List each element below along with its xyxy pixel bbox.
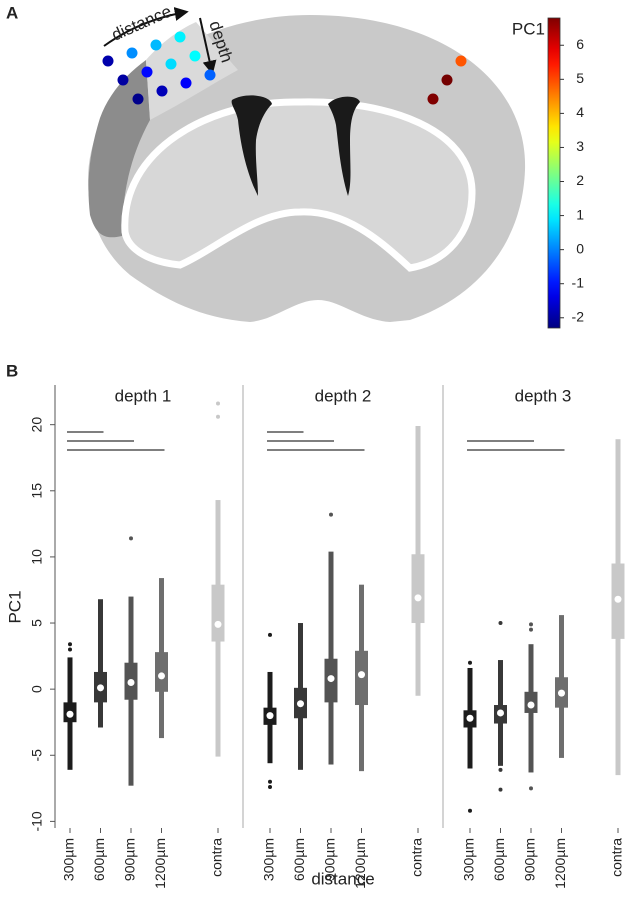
whisker <box>98 599 103 728</box>
recording-site <box>126 47 138 59</box>
y-tick-label: 5 <box>29 619 45 627</box>
box <box>411 554 425 624</box>
outlier <box>529 786 533 791</box>
recording-site <box>174 31 186 43</box>
median <box>527 701 535 709</box>
box <box>155 652 168 692</box>
recording-site <box>427 93 439 105</box>
median <box>558 689 565 697</box>
recording-site <box>204 69 216 81</box>
x-tick-label: 900µm <box>122 838 138 881</box>
x-tick-label: 1200µm <box>352 838 368 889</box>
outlier <box>529 627 533 632</box>
median <box>414 594 422 602</box>
y-tick-label: 0 <box>29 685 45 693</box>
outlier <box>129 536 133 541</box>
median <box>158 672 165 680</box>
y-tick-label: -5 <box>29 749 45 762</box>
colorbar-tick-label: -1 <box>572 274 585 290</box>
y-tick-label: 15 <box>29 483 45 499</box>
outlier <box>216 401 220 406</box>
outlier <box>268 785 272 790</box>
colorbar-tick-label: 2 <box>576 172 584 188</box>
recording-site <box>141 66 153 78</box>
facet-title: depth 2 <box>315 386 372 405</box>
colorbar-tick-label: -2 <box>572 308 585 324</box>
x-tick-label: 900µm <box>322 838 338 881</box>
outlier <box>216 414 220 419</box>
median <box>327 675 335 683</box>
colorbar-tick-label: 6 <box>576 36 584 52</box>
distance-annotation: distance <box>109 2 175 45</box>
x-tick-label: 300µm <box>61 838 77 881</box>
outlier <box>268 632 272 637</box>
brain-section <box>88 7 526 322</box>
outlier <box>498 787 503 792</box>
x-tick-label: 600µm <box>91 838 107 881</box>
median <box>358 671 365 679</box>
colorbar-title: PC1 <box>512 19 545 38</box>
facet-title: depth 1 <box>115 386 172 405</box>
median <box>214 620 222 628</box>
y-tick-label: -10 <box>29 811 45 831</box>
whisker <box>328 551 334 765</box>
median <box>97 684 104 692</box>
recording-site <box>117 74 129 86</box>
colorbar-tick-label: 4 <box>576 104 584 120</box>
panel-label: B <box>6 361 18 380</box>
outlier <box>268 779 272 784</box>
x-tick-label: 1200µm <box>152 838 168 889</box>
x-tick-label: 600µm <box>291 838 307 881</box>
x-tick-label: contra <box>409 838 425 877</box>
recording-site <box>441 74 453 86</box>
outlier <box>329 512 333 517</box>
recording-site <box>180 77 192 89</box>
recording-site <box>156 85 168 97</box>
x-tick-label: 900µm <box>522 838 538 881</box>
outlier <box>468 808 472 813</box>
x-axis-label: distance <box>311 869 374 888</box>
outlier <box>529 622 533 627</box>
y-axis-label: PC1 <box>5 590 24 623</box>
x-tick-label: contra <box>209 838 225 877</box>
facet-title: depth 3 <box>515 386 572 405</box>
median <box>466 714 474 722</box>
recording-site <box>455 55 467 67</box>
outlier <box>498 621 503 626</box>
colorbar-tick-label: 0 <box>576 240 584 256</box>
box <box>211 584 225 642</box>
recording-site <box>150 39 162 51</box>
outlier <box>68 642 72 647</box>
y-tick-label: 20 <box>29 417 45 433</box>
outlier <box>498 767 503 772</box>
colorbar-tick-label: 3 <box>576 138 584 154</box>
recording-site <box>132 93 144 105</box>
median <box>127 679 135 687</box>
x-tick-label: contra <box>609 838 625 877</box>
y-tick-label: 10 <box>29 549 45 565</box>
median <box>266 712 274 720</box>
colorbar-tick-label: 1 <box>576 206 584 222</box>
x-tick-label: 1200µm <box>552 838 568 889</box>
colorbar-tick-label: 5 <box>576 70 584 86</box>
outlier <box>468 660 472 665</box>
outlier <box>68 647 72 652</box>
median <box>614 595 622 603</box>
recording-site <box>102 55 114 67</box>
median <box>297 700 304 708</box>
x-tick-label: 300µm <box>261 838 277 881</box>
recording-site <box>189 50 201 62</box>
median <box>497 709 504 717</box>
x-tick-label: 600µm <box>491 838 507 881</box>
panel-label: A <box>6 3 18 22</box>
recording-site <box>165 58 177 70</box>
colorbar <box>547 17 561 329</box>
median <box>66 710 74 718</box>
x-tick-label: 300µm <box>461 838 477 881</box>
